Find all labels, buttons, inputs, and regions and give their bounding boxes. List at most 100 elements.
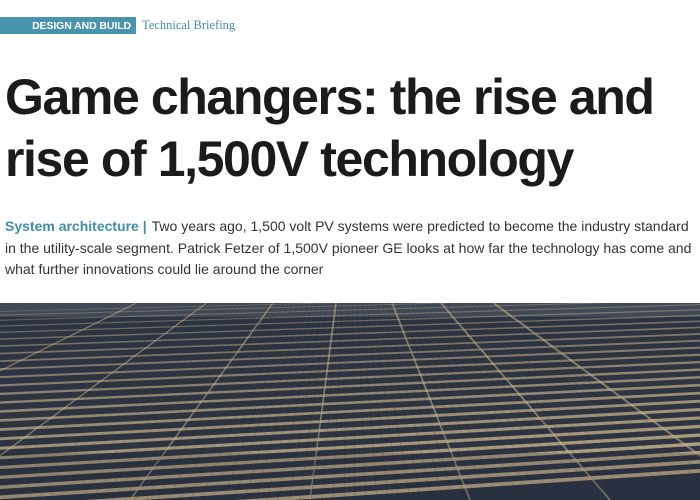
- panel-seam: [0, 303, 180, 473]
- panel-seam: [167, 303, 269, 500]
- panel-seam: [446, 303, 565, 500]
- ground-strip: [0, 339, 700, 370]
- panel-seam: [90, 303, 234, 500]
- ground-strip: [0, 326, 700, 355]
- ground-strip: [0, 360, 700, 396]
- ground-strip: [0, 408, 700, 450]
- ground-strip: [0, 314, 700, 340]
- panel-seam: [332, 303, 343, 500]
- panel-seam: [470, 303, 620, 500]
- panel-seam: [211, 303, 289, 500]
- panel-seam: [156, 303, 264, 500]
- panel-seam: [376, 303, 411, 500]
- solar-farm-photo: [0, 303, 700, 500]
- panel-seam: [465, 303, 609, 500]
- topic-separator: |: [142, 218, 147, 234]
- solar-farm-image: [0, 303, 700, 500]
- panel-seam: [460, 303, 598, 500]
- ground-strip: [0, 346, 700, 379]
- panel-seam: [371, 303, 400, 500]
- panel-seam: [356, 303, 367, 500]
- panel-seam: [277, 303, 318, 500]
- panel-seam: [189, 303, 279, 500]
- panel-seam: [455, 303, 587, 500]
- panel-seam: [266, 303, 313, 500]
- panel-seam: [366, 303, 389, 500]
- ground-strip: [0, 424, 700, 470]
- topic-label: System architecture: [5, 218, 139, 234]
- ground-strip: [0, 416, 700, 460]
- panel-seam: [24, 303, 204, 500]
- headline: Game changers: the rise and rise of 1,50…: [5, 69, 655, 187]
- panel-seam: [361, 303, 378, 500]
- panel-seam: [79, 303, 229, 500]
- panel-seam: [244, 303, 303, 500]
- access-road: [391, 303, 471, 500]
- section-bar: [0, 17, 136, 34]
- panel-seam: [386, 303, 433, 500]
- ground-strip: [0, 399, 700, 441]
- panel-seam: [2, 303, 195, 500]
- foreground-shade: [0, 453, 700, 500]
- panel-seam: [426, 303, 521, 500]
- standfirst-text: Two years ago, 1,500 volt PV systems wer…: [5, 218, 692, 277]
- ground-strip: [0, 442, 700, 489]
- panel-seam: [222, 303, 294, 500]
- panel-seam: [288, 303, 323, 500]
- panel-seam: [0, 303, 185, 482]
- access-road: [0, 303, 207, 457]
- panel-seam: [515, 303, 700, 483]
- panel-seam: [421, 303, 510, 500]
- standfirst: System architecture | Two years ago, 1,50…: [5, 216, 695, 281]
- panel-seam: [480, 303, 642, 500]
- horizon-haze: [0, 303, 700, 317]
- access-road: [492, 303, 700, 457]
- ground-strip: [0, 353, 700, 387]
- panel-seam: [451, 303, 576, 500]
- panel-seam: [13, 303, 199, 500]
- access-road: [440, 303, 611, 500]
- panel-seam: [352, 303, 356, 500]
- ground-strip: [0, 376, 700, 413]
- panel-seam: [57, 303, 219, 500]
- ground-strip: [0, 303, 700, 327]
- ground-strip: [0, 450, 700, 500]
- panel-seam: [321, 303, 338, 500]
- panel-seam: [0, 303, 190, 493]
- ground-strip: [0, 433, 700, 480]
- panel-seam: [475, 303, 631, 500]
- panel-seam: [495, 303, 675, 500]
- panel-seam: [68, 303, 224, 500]
- ground-strip: [234, 468, 700, 500]
- panel-seam: [381, 303, 422, 500]
- panel-seam: [123, 303, 249, 500]
- ground-strip: [0, 383, 700, 422]
- panel-seam: [510, 303, 700, 494]
- panel-seam: [178, 303, 274, 500]
- panel-seam: [406, 303, 477, 500]
- access-road: [0, 303, 137, 372]
- panel-seam: [485, 303, 653, 500]
- ground-strip: [0, 368, 700, 404]
- panel-seam: [200, 303, 284, 500]
- panel-seam: [391, 303, 444, 500]
- panel-seam: [505, 303, 697, 500]
- category-label: Technical Briefing: [142, 18, 236, 32]
- ground-strip: [0, 333, 700, 363]
- panel-seam: [101, 303, 239, 500]
- panel-seam: [436, 303, 543, 500]
- panel-seam: [233, 303, 299, 500]
- panel-seam: [343, 303, 348, 500]
- panel-seam: [520, 303, 700, 473]
- panel-seam: [411, 303, 488, 500]
- panel-seam: [35, 303, 209, 500]
- panel-seam: [401, 303, 466, 500]
- panel-seam: [145, 303, 259, 500]
- panel-seam: [299, 303, 328, 500]
- panel-seam: [46, 303, 214, 500]
- section-label: DESIGN AND BUILD: [32, 19, 131, 32]
- access-road: [309, 303, 337, 500]
- panel-seam: [112, 303, 244, 500]
- panel-seam: [310, 303, 333, 500]
- panel-seam: [441, 303, 554, 500]
